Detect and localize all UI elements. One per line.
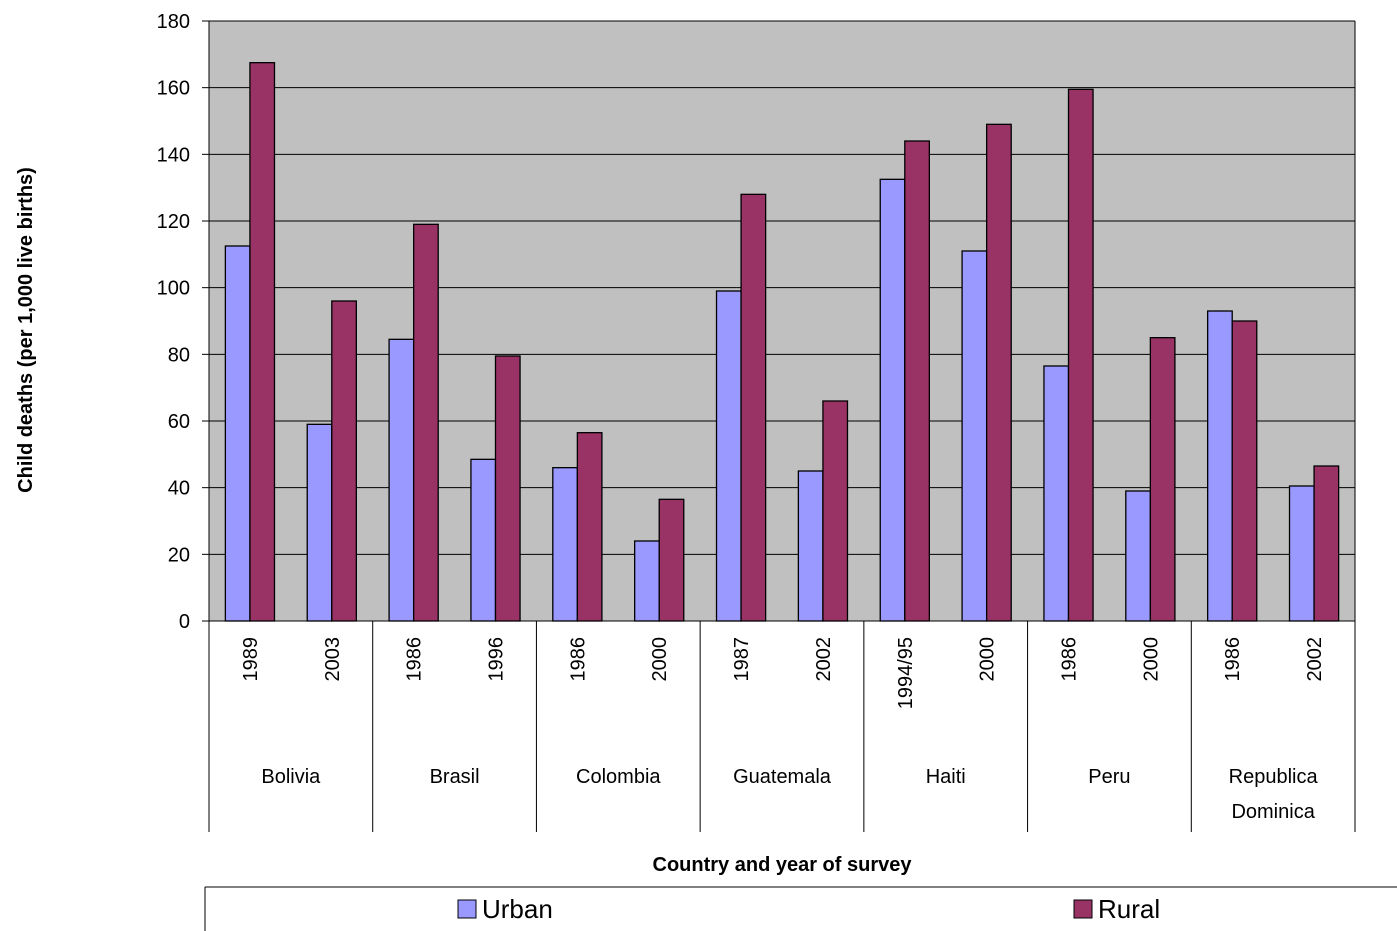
bar-urban [1288,485,1315,622]
x-tick-label-year: 2000 [977,637,999,682]
bar-urban [388,338,415,622]
y-tick-label: 0 [179,611,190,633]
y-tick-label: 60 [168,411,190,433]
bar-rural [822,400,849,622]
x-tick-label-year: 1989 [240,637,262,682]
bar-urban [1043,365,1070,622]
y-tick-label: 100 [157,278,190,300]
bar-rural [576,432,603,622]
x-group-label-country: Republica [1229,766,1319,788]
y-tick-label: 20 [168,544,190,566]
x-tick-label-year: 2002 [1304,637,1326,682]
y-tick-label: 40 [168,478,190,500]
x-axis-title: Country and year of survey [653,854,913,876]
bar-rural [740,193,767,622]
bar-urban [797,470,824,622]
bar-rural [985,123,1012,622]
bar-urban [1125,490,1152,622]
x-tick-label-year: 2000 [649,637,671,682]
x-group-label-country: Haiti [926,766,966,788]
x-group-label-country: Bolivia [261,766,321,788]
y-axis-title: Child deaths (per 1,000 live births) [15,167,37,493]
legend: Urban Rural [204,886,1397,931]
bars [224,62,1340,622]
bar-urban [552,467,579,622]
x-axis: 1989 2003 1986 1996 1986 2000 1987 2002 1994/95 2… [208,620,1356,832]
x-tick-label-year: 1986 [404,637,426,682]
bar-rural [658,498,685,622]
x-group-label-country: Brasil [430,766,480,788]
bar-rural [1149,337,1176,622]
bar-rural [1231,320,1258,622]
bar-rural [412,223,439,622]
y-tick-label: 140 [157,144,190,166]
bar-rural [904,140,930,622]
bar-urban [1207,310,1233,622]
bar-urban [224,245,251,622]
y-axis-ticks: 0 20 40 60 80 100 120 140 160 180 [157,11,209,633]
bar-urban [879,178,906,622]
bar-rural [249,62,276,622]
x-group-label-country: Dominica [1231,801,1315,823]
bar-rural [1067,88,1094,622]
bar-rural [1313,465,1340,622]
x-tick-label-year: 1994/95 [895,637,917,709]
x-tick-label-year: 2002 [813,637,835,682]
y-tick-label: 180 [157,11,190,33]
legend-label-urban: Urban [482,894,553,924]
bar-urban [715,290,742,622]
x-tick-label-year: 2003 [322,637,344,682]
x-tick-label-year: 1986 [1059,637,1081,682]
x-group-label-country: Colombia [576,766,661,788]
bar-urban [306,423,333,622]
x-group-label-country: Guatemala [733,766,832,788]
bar-urban [961,250,988,622]
x-tick-label-year: 1986 [1222,637,1244,682]
bar-rural [331,300,357,622]
bar-urban [634,540,660,622]
x-group-label-country: Peru [1088,766,1130,788]
legend-swatch-rural [1073,899,1093,919]
x-tick-label-year: 2000 [1140,637,1162,682]
x-tick-label-year: 1987 [731,637,753,682]
y-tick-label: 160 [157,78,190,100]
plot-area [209,21,1355,621]
bar-rural [494,355,521,622]
x-tick-label-year: 1986 [567,637,589,682]
bar-urban [470,458,497,622]
y-tick-label: 80 [168,344,190,366]
x-tick-label-year: 1996 [486,637,508,682]
y-tick-label: 120 [157,211,190,233]
legend-swatch-urban [457,899,477,919]
legend-label-rural: Rural [1098,894,1160,924]
